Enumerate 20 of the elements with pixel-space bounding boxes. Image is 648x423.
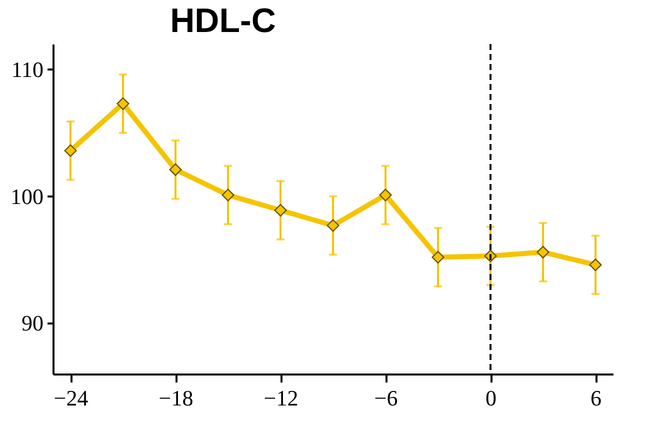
x-tick-label: −24 [54, 386, 88, 410]
point [536, 246, 550, 258]
x-tick-label: −18 [158, 386, 194, 410]
point [274, 204, 287, 217]
y-tick-label: 110 [11, 56, 44, 82]
x-tick-label: 6 [590, 386, 602, 410]
point [379, 188, 392, 202]
point [222, 188, 234, 202]
y-tick-label: 90 [22, 310, 44, 336]
point [326, 219, 340, 232]
point [169, 163, 182, 176]
point [116, 97, 130, 110]
point [64, 144, 77, 157]
x-tick-label: −6 [374, 386, 398, 410]
x-tick-label: 0 [486, 386, 496, 410]
point [589, 258, 602, 272]
y-tick-label: 100 [10, 184, 44, 209]
point [432, 250, 444, 264]
x-tick-label: −12 [264, 386, 298, 410]
chart-title: HDL-C [170, 2, 276, 40]
